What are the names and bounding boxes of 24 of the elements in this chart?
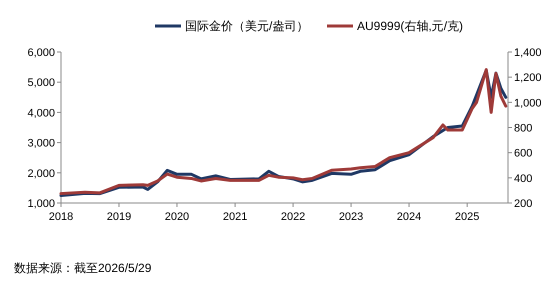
y-tick-label: 3,000 — [27, 138, 55, 150]
x-tick-label: 2024 — [396, 211, 422, 223]
x-tick-label: 2023 — [338, 211, 364, 223]
source-note: 数据来源：截至2026/5/29 — [14, 261, 152, 275]
y-tick-label: 5,000 — [27, 77, 55, 90]
x-tick-label: 2021 — [222, 211, 248, 223]
y-tick-label: 4,000 — [27, 107, 55, 120]
legend-label: AU9999(右轴,元/克) — [357, 19, 464, 33]
y-tick-label: 2,000 — [27, 168, 55, 180]
x-tick-label: 2018 — [48, 211, 74, 223]
x-tick-label: 2020 — [164, 211, 190, 223]
y-tick-label: 1,000 — [27, 198, 55, 210]
y2-tick-label: 600 — [514, 148, 532, 160]
y-tick-label: 6,000 — [27, 47, 55, 59]
y2-tick-label: 1,400 — [514, 47, 542, 59]
y2-tick-label: 200 — [514, 198, 532, 210]
y2-tick-label: 1,000 — [514, 97, 542, 110]
y2-tick-label: 800 — [514, 122, 532, 134]
x-tick-label: 2025 — [454, 211, 480, 223]
y2-tick-label: 400 — [514, 172, 532, 185]
x-tick-label: 2022 — [280, 211, 306, 223]
y2-tick-label: 1,200 — [514, 72, 542, 84]
legend-label: 国际金价（美元/盎司） — [185, 19, 308, 33]
x-tick-label: 2019 — [106, 211, 132, 223]
